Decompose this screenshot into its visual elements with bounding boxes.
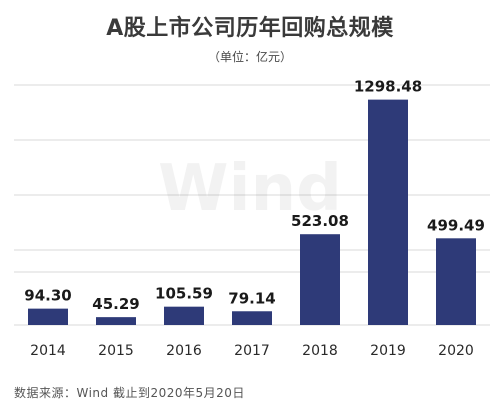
x-axis-tick-labels: 2014 2015 2016 2017 2018 2019 2020 (30, 343, 474, 359)
bar-2015 (96, 317, 136, 325)
value-label-2019: 1298.48 (354, 78, 422, 96)
x-tick-label-2017: 2017 (234, 343, 270, 359)
value-label-2015: 45.29 (92, 295, 139, 313)
bar-2019 (368, 99, 408, 325)
value-label-2018: 523.08 (291, 212, 349, 230)
x-tick-label-2016: 2016 (166, 343, 202, 359)
x-tick-label-2019: 2019 (370, 343, 406, 359)
value-label-2016: 105.59 (155, 285, 213, 303)
watermark-text: Wind (158, 152, 342, 226)
bar-2020 (436, 238, 476, 325)
x-tick-label-2015: 2015 (98, 343, 134, 359)
value-label-2020: 499.49 (427, 216, 485, 234)
bars (28, 99, 476, 325)
bar-2018 (300, 234, 340, 325)
value-label-2014: 94.30 (24, 287, 71, 305)
x-tick-label-2020: 2020 (438, 343, 474, 359)
source-note: 数据来源：Wind 截止到2020年5月20日 (14, 386, 245, 400)
chart-subtitle: （单位：亿元） (207, 50, 292, 64)
bar-2017 (232, 311, 272, 325)
chart-title: A股上市公司历年回购总规模 (106, 16, 394, 41)
value-label-2017: 79.14 (228, 289, 275, 307)
x-tick-label-2014: 2014 (30, 343, 66, 359)
bar-2016 (164, 306, 204, 325)
watermark-logo: Wind (158, 152, 342, 226)
value-labels: 94.30 45.29 105.59 79.14 523.08 1298.48 499.49 (24, 78, 485, 314)
x-tick-label-2018: 2018 (302, 343, 338, 359)
bar-2014 (28, 308, 68, 325)
